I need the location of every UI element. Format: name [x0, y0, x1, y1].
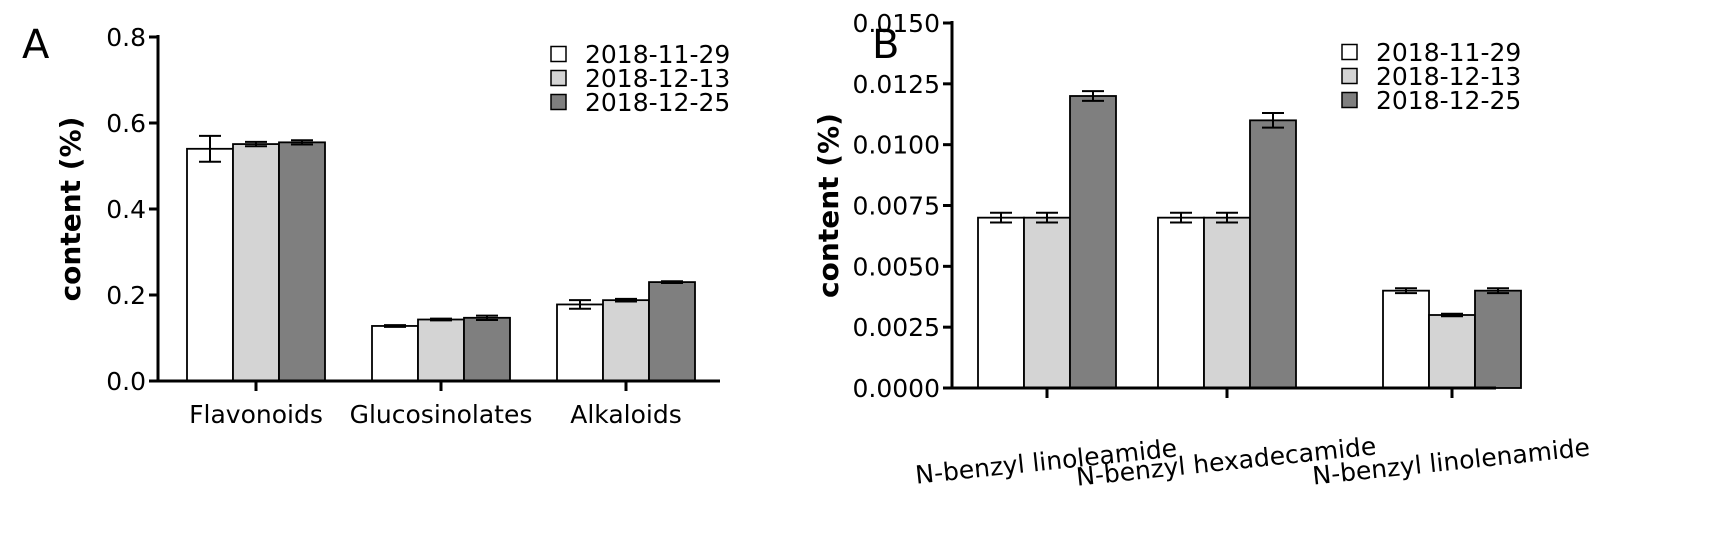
panel-a-bar-0-1 [232, 143, 280, 382]
panel-b-y-tick-label-5: 0.0125 [853, 70, 940, 99]
panel-b-bars [977, 95, 1522, 389]
panel-b-y-tick-label-3: 0.0075 [853, 192, 940, 221]
panel-b-y-tick-label-1: 0.0025 [853, 313, 940, 342]
panel-a-error-bar-1-2 [476, 314, 498, 321]
panel-b-legend-swatch-0 [1341, 43, 1358, 61]
panel-a-legend-swatch-2 [550, 93, 567, 111]
panel-b-legend-label-0: 2018-11-29 [1376, 38, 1521, 67]
panel-a-category-label-2: Alkaloids [570, 400, 682, 429]
panel-a-bar-1-1 [417, 318, 465, 382]
panel-b-bar-0-1 [1023, 216, 1071, 389]
panel-a-bar-1-2 [463, 316, 511, 382]
panel-b-y-tick-label-4: 0.0100 [853, 131, 940, 160]
panel-b-legend-label-2: 2018-12-25 [1376, 86, 1521, 115]
panel-a-legend-swatch-0 [550, 45, 567, 63]
panel-b-error-bar-2-2 [1487, 287, 1509, 295]
panel-b-y-tick-label-0: 0.0000 [853, 374, 940, 403]
panel-b-y-axis-title: content (%) [812, 113, 845, 298]
panel-b-bar-2-2 [1474, 289, 1522, 389]
panel-a-x-ticks: Flavonoids Glucosinolates Alkaloids [189, 381, 682, 429]
panel-b-error-bar-2-1 [1441, 312, 1463, 318]
panel-b-legend-label-1: 2018-12-13 [1376, 62, 1521, 91]
panel-a-error-bar-1-0 [384, 324, 406, 328]
panel-b-legend-swatch-1 [1341, 67, 1358, 85]
panel-b-bar-1-1 [1203, 216, 1251, 389]
panel-b-error-bar-1-2 [1262, 112, 1284, 129]
panel-a-error-bar-0-1 [245, 140, 267, 148]
panel-a-bars [186, 141, 696, 382]
panel-a-chart: A 0.0 0.2 0.4 0.6 0.8 Flavonoids Glucosinolat… [22, 22, 730, 429]
panel-a-error-bars [199, 134, 683, 328]
panel-a-error-bar-0-0 [199, 134, 221, 163]
panel-a-error-bar-2-0 [569, 299, 591, 310]
panel-a-error-bar-1-1 [430, 317, 452, 322]
panel-a-bar-0-0 [186, 147, 234, 382]
panel-a-legend-label-0: 2018-11-29 [585, 40, 730, 69]
panel-a-bar-2-0 [556, 303, 604, 382]
panel-a-y-tick-label-0: 0.0 [106, 367, 146, 396]
panel-a-y-tick-label-4: 0.8 [106, 23, 146, 52]
panel-b-letter: B [872, 22, 899, 68]
panel-b-y-tick-label-2: 0.0050 [853, 252, 940, 281]
panel-b-bar-2-0 [1382, 289, 1430, 389]
panel-a-y-tick-label-1: 0.2 [106, 281, 146, 310]
panel-b-error-bar-0-1 [1036, 211, 1058, 224]
panel-a-y-tick-label-3: 0.6 [106, 109, 146, 138]
panel-a-bar-0-2 [278, 141, 326, 382]
panel-a-y-axis-title: content (%) [54, 117, 87, 302]
panel-a-y-ticks: 0.0 0.2 0.4 0.6 0.8 [106, 23, 158, 396]
panel-a-bar-1-0 [371, 325, 419, 382]
panel-b-error-bar-0-0 [990, 211, 1012, 224]
panel-a-legend-swatch-1 [550, 69, 567, 87]
panel-b-legend-swatch-2 [1341, 91, 1358, 109]
panel-a-error-bar-2-2 [661, 280, 683, 284]
panel-b-bar-2-1 [1428, 314, 1476, 389]
panel-b-bar-1-0 [1157, 216, 1205, 389]
panel-b-bar-1-2 [1249, 119, 1297, 389]
panel-b-error-bar-0-2 [1082, 90, 1104, 102]
panel-b-error-bars [990, 90, 1509, 318]
panel-a-category-label-1: Glucosinolates [350, 400, 533, 429]
panel-b-y-tick-label-6: 0.0150 [853, 9, 940, 38]
panel-b-bar-0-0 [977, 216, 1025, 389]
panel-a-error-bar-0-2 [291, 139, 313, 146]
panel-a-y-tick-label-2: 0.4 [106, 195, 146, 224]
panel-a-legend-label-1: 2018-12-13 [585, 64, 730, 93]
panel-b-bar-0-2 [1069, 95, 1117, 389]
panel-a-bar-2-1 [602, 299, 650, 382]
panel-b-error-bar-1-0 [1170, 211, 1192, 224]
panel-b-error-bar-1-1 [1216, 211, 1238, 224]
panel-a-letter: A [22, 22, 50, 68]
panel-b-y-ticks: 0.0000 0.0025 0.0050 0.0075 0.0100 0.0125 0.01… [853, 9, 952, 403]
panel-a-error-bar-2-1 [615, 297, 637, 303]
panel-a-category-label-0: Flavonoids [189, 400, 323, 429]
panel-a-bar-2-2 [648, 281, 696, 382]
panel-a-legend-label-2: 2018-12-25 [585, 88, 730, 117]
panel-b-error-bar-2-0 [1395, 287, 1417, 295]
panel-b-chart: B 0.00000.00250.00500.00750.01000.01250.… [812, 9, 1591, 492]
